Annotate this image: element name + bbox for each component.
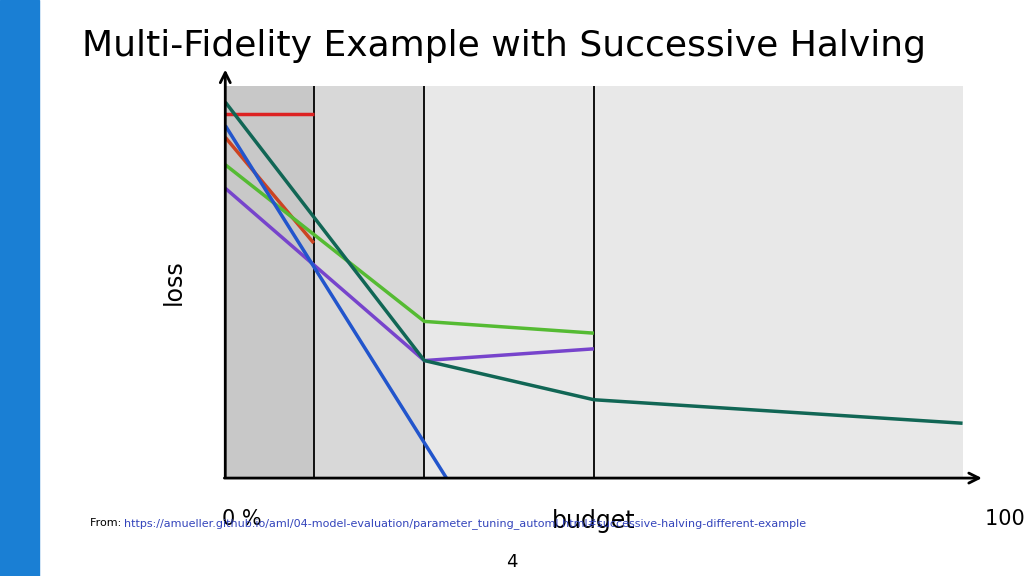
Text: From:: From: xyxy=(90,518,125,528)
Text: https://amueller.github.io/aml/04-model-evaluation/parameter_tuning_automl.html#: https://amueller.github.io/aml/04-model-… xyxy=(124,518,806,529)
Text: budget: budget xyxy=(552,509,636,533)
Bar xyxy=(424,86,963,478)
Text: 4: 4 xyxy=(506,553,518,571)
Bar xyxy=(313,86,424,478)
Text: loss: loss xyxy=(162,259,185,305)
Bar xyxy=(225,86,313,478)
Text: 0 %: 0 % xyxy=(221,509,261,529)
Text: 100 %: 100 % xyxy=(985,509,1024,529)
Text: Multi-Fidelity Example with Successive Halving: Multi-Fidelity Example with Successive H… xyxy=(82,29,926,63)
